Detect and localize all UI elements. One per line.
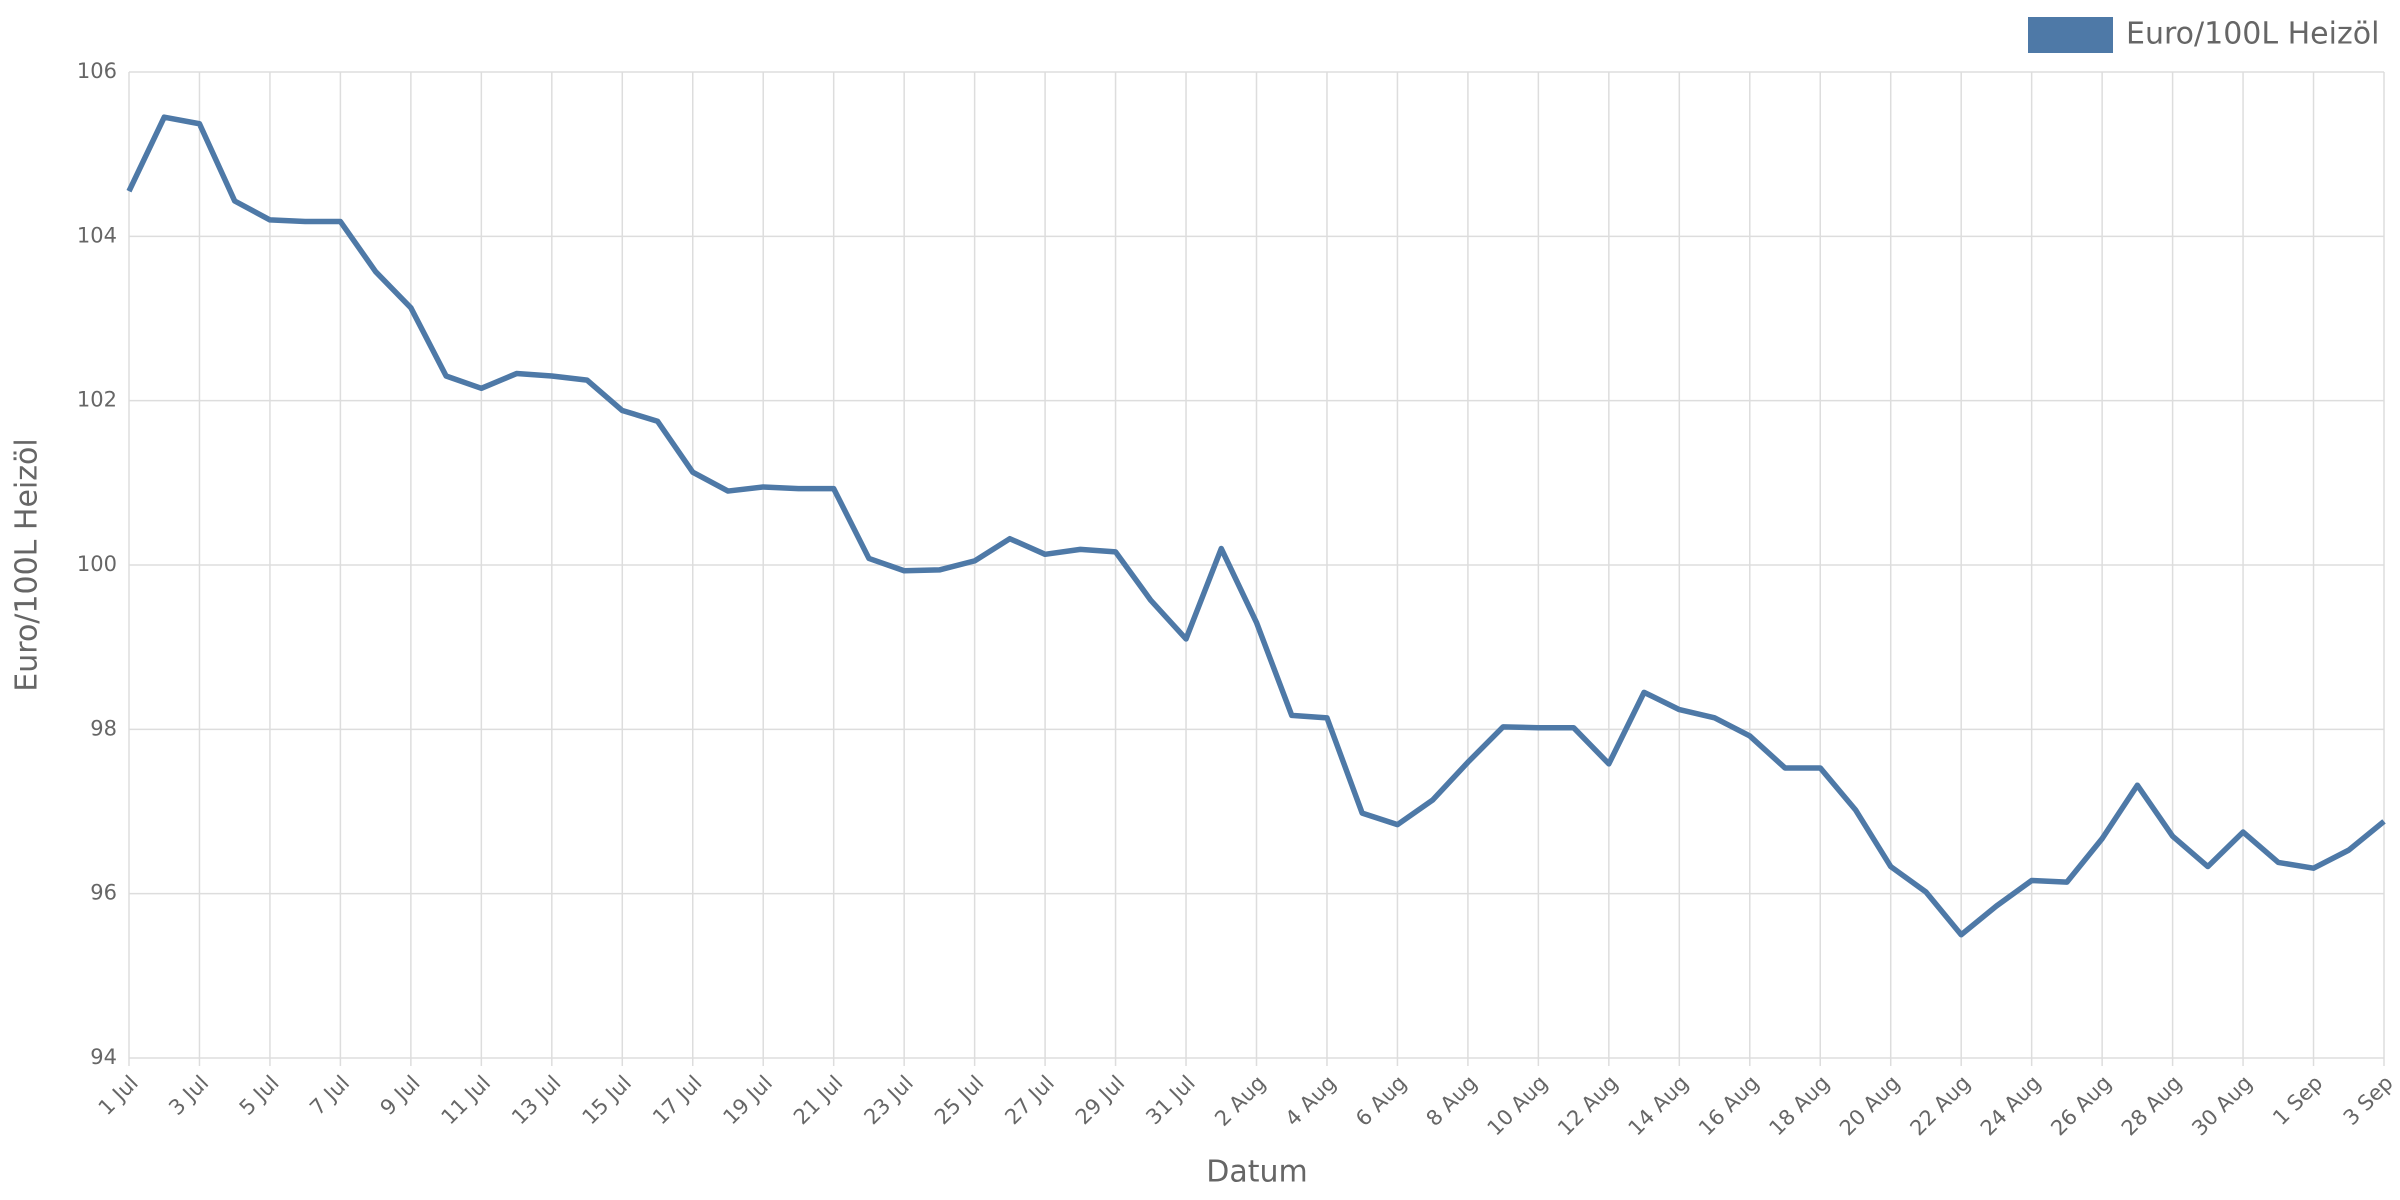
y-tick-label: 94: [90, 1045, 117, 1069]
x-tick-label: 25 Jul: [930, 1071, 989, 1130]
x-tick-label: 27 Jul: [1000, 1071, 1059, 1130]
x-tick-label: 2 Aug: [1210, 1071, 1270, 1131]
x-tick-label: 7 Jul: [305, 1071, 354, 1120]
x-tick-label: 1 Sep: [2268, 1071, 2327, 1130]
x-tick-label: 23 Jul: [859, 1071, 918, 1130]
x-tick-label: 15 Jul: [578, 1071, 637, 1130]
x-tick-label: 4 Aug: [1281, 1071, 1341, 1131]
x-tick-label: 3 Jul: [164, 1071, 213, 1120]
x-tick-label: 20 Aug: [1835, 1071, 1905, 1141]
y-tick-label: 96: [90, 881, 117, 905]
x-tick-label: 6 Aug: [1351, 1071, 1411, 1131]
y-tick-label: 100: [77, 552, 117, 576]
x-tick-label: 26 Aug: [2046, 1071, 2116, 1141]
x-tick-label: 5 Jul: [235, 1071, 284, 1120]
legend-swatch: [2028, 17, 2113, 53]
x-tick-label: 31 Jul: [1141, 1071, 1200, 1130]
x-tick-label: 29 Jul: [1071, 1071, 1130, 1130]
y-tick-label: 106: [77, 59, 117, 83]
x-tick-label: 17 Jul: [648, 1071, 707, 1130]
x-tick-label: 13 Jul: [507, 1071, 566, 1130]
x-tick-label: 24 Aug: [1976, 1071, 2046, 1141]
x-tick-label: 11 Jul: [437, 1071, 496, 1130]
x-tick-label: 9 Jul: [376, 1071, 425, 1120]
x-tick-label: 8 Aug: [1422, 1071, 1482, 1131]
x-tick-label: 22 Aug: [1905, 1071, 1975, 1141]
x-tick-label: 28 Aug: [2117, 1071, 2187, 1141]
y-tick-label: 102: [77, 388, 117, 412]
y-tick-label: 98: [90, 716, 117, 740]
legend-label: Euro/100L Heizöl: [2126, 17, 2379, 52]
x-tick-label: 18 Aug: [1764, 1071, 1834, 1141]
x-tick-label: 19 Jul: [718, 1071, 777, 1130]
y-axis-label: Euro/100L Heizöl: [10, 438, 45, 691]
x-tick-label: 21 Jul: [789, 1071, 848, 1130]
x-tick-label: 10 Aug: [1483, 1071, 1553, 1141]
x-tick-label: 30 Aug: [2187, 1071, 2257, 1141]
line: [126, 114, 2386, 938]
y-tick-label: 104: [77, 223, 117, 247]
x-tick-label: 3 Sep: [2339, 1071, 2398, 1130]
x-tick-label: 1 Jul: [94, 1071, 143, 1120]
x-tick-label: 12 Aug: [1553, 1071, 1623, 1141]
x-tick-label: 14 Aug: [1624, 1071, 1694, 1141]
x-axis-label: Datum: [1206, 1155, 1307, 1190]
x-tick-label: 16 Aug: [1694, 1071, 1764, 1141]
